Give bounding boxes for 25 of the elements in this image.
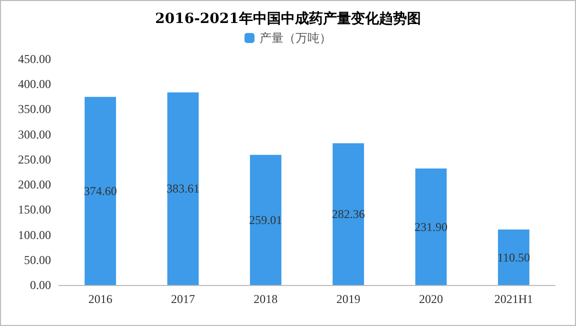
bar: [84, 96, 116, 285]
y-tick-label: 200.00: [18, 178, 51, 192]
y-tick-label: 400.00: [18, 77, 51, 92]
bar: [332, 143, 364, 285]
bar: [498, 230, 530, 285]
data-label: 110.50: [497, 250, 530, 264]
x-tick-label: 2021H1: [494, 292, 534, 306]
y-tick-label: 100.00: [18, 228, 51, 242]
y-tick-label: 350.00: [18, 102, 51, 116]
x-tick-label: 2016: [88, 292, 112, 306]
y-tick-label: 0.00: [30, 278, 51, 292]
y-tick-label: 150.00: [18, 202, 51, 217]
legend-label: 产量（万吨）: [260, 31, 332, 45]
bar: [250, 154, 282, 285]
y-tick-label: 300.00: [18, 127, 51, 142]
bar: [415, 168, 447, 285]
chart-title: 2016-2021年中国中成药产量变化趋势图: [155, 10, 421, 27]
bar: [167, 92, 199, 285]
y-tick-label: 450.00: [18, 52, 51, 66]
x-tick-label: 2020: [419, 292, 443, 306]
x-tick-label: 2017: [171, 292, 195, 306]
y-tick-label: 250.00: [18, 152, 51, 166]
y-tick-label: 50.00: [24, 252, 51, 267]
x-tick-label: 2019: [336, 292, 360, 306]
x-tick-label: 2018: [254, 292, 278, 306]
